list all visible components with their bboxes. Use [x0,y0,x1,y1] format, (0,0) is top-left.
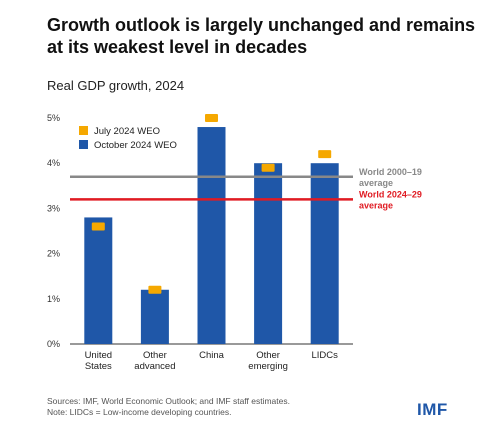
x-category-label: LIDCs [311,350,338,361]
bar-other-emerging [254,163,283,344]
marker-other-emerging [261,163,275,172]
reference-label-sub: average [359,200,393,210]
y-tick-label: 0% [47,339,60,349]
chart-subtitle: Real GDP growth, 2024 [47,78,185,93]
y-tick-label: 5% [47,113,60,123]
legend-label: October 2024 WEO [94,140,177,151]
markers-group [91,114,332,294]
y-tick-label: 3% [47,203,60,213]
y-tick-label: 2% [47,249,60,259]
y-tick-label: 1% [47,294,60,304]
y-tick-label: 4% [47,158,60,168]
x-category-label: China [199,350,225,361]
imf-logo: IMF [417,400,448,419]
footnote: Sources: IMF, World Economic Outlook; an… [47,396,290,418]
bar-united-states [84,217,113,344]
bar-lidcs [310,163,339,344]
legend-swatch [79,140,88,149]
legend-label: July 2024 WEO [94,126,160,137]
marker-other-advanced [148,285,162,294]
bars-group [84,127,339,344]
legend-swatch [79,126,88,135]
x-category-label: Other advanced [134,350,175,372]
footnote-sources: Sources: IMF, World Economic Outlook; an… [47,396,290,406]
x-category-label: Other emerging [248,350,288,372]
marker-china [205,114,218,122]
x-category-label: United States [85,350,112,372]
reference-label-sub: average [359,178,393,188]
bar-china [197,127,226,344]
chart-title: Growth outlook is largely unchanged and … [47,15,476,57]
marker-united-states [91,222,105,231]
marker-lidcs [318,150,332,159]
reference-label: World 2024–29 [359,189,422,199]
reference-label: World 2000–19 [359,167,422,177]
footnote-note: Note: LIDCs = Low-income developing coun… [47,407,232,417]
bar-other-advanced [140,289,169,344]
x-axis-categories: United States Other advanced China Other emerg… [85,350,339,372]
legend: July 2024 WEO October 2024 WEO [79,126,177,151]
